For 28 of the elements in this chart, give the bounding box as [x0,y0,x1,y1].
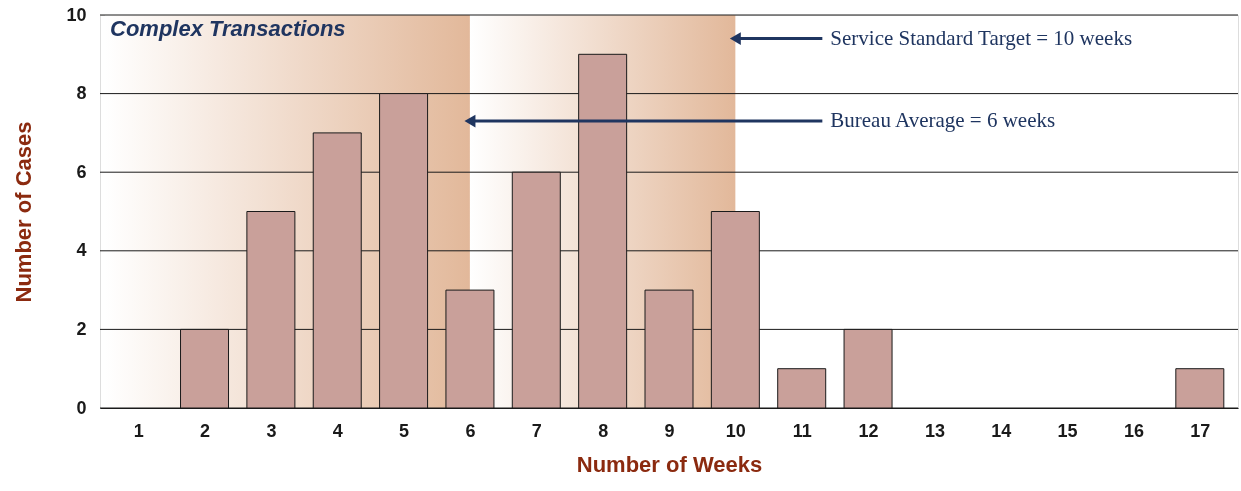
x-tick-label: 1 [133,420,144,441]
x-tick-label: 10 [725,420,746,441]
x-tick-label: 16 [1123,420,1144,441]
x-tick-label: 14 [991,420,1012,441]
x-tick-label: 5 [399,420,410,441]
y-tick-label: 6 [76,161,87,182]
x-tick-label: 8 [598,420,609,441]
x-tick-label: 4 [332,420,343,441]
x-tick-label: 3 [266,420,277,441]
x-tick-label: 13 [924,420,945,441]
y-tick-label: 10 [66,4,87,25]
x-tick-label: 17 [1190,420,1211,441]
y-axis-title: Number of Cases [11,121,37,303]
x-tick-label: 7 [531,420,542,441]
x-tick-label: 9 [664,420,675,441]
annotation: Bureau Average = 6 weeks [830,108,1056,133]
x-axis-title: Number of Weeks [576,451,763,477]
annotation: Service Standard Target = 10 weeks [830,25,1133,50]
x-tick-label: 2 [200,420,211,441]
y-tick-label: 8 [76,83,87,104]
y-tick-label: 0 [76,397,87,418]
y-tick-label: 4 [76,240,87,261]
x-tick-label: 11 [792,420,812,441]
chart-title: Complex Transactions [110,16,346,41]
x-tick-label: 12 [858,420,879,441]
y-tick-label: 2 [76,318,87,339]
x-tick-label: 15 [1057,420,1078,441]
x-tick-label: 6 [465,420,476,441]
